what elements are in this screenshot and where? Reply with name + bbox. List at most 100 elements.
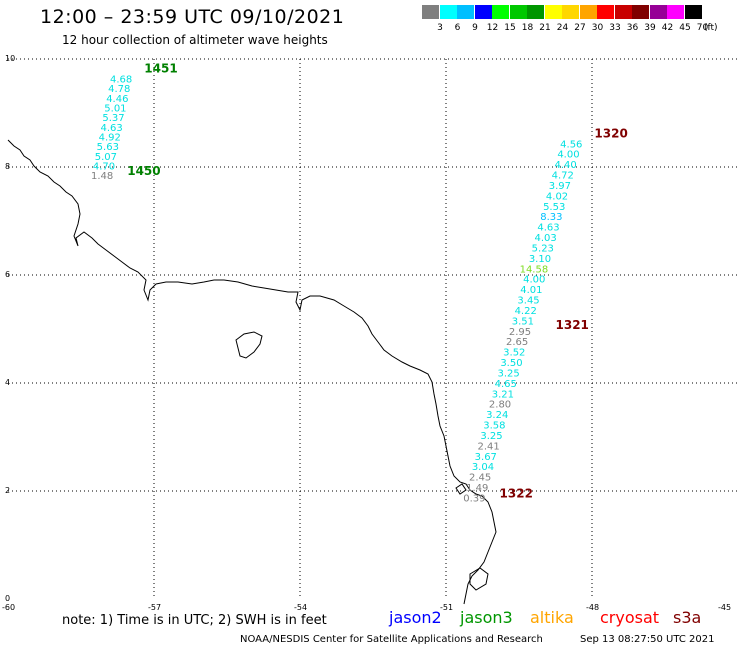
- legend-label: 36: [626, 23, 639, 33]
- wave-height-label: 4.02: [546, 191, 568, 202]
- legend-swatch: [649, 5, 667, 19]
- coastline-islet: [455, 483, 467, 495]
- legend-swatch: [439, 5, 457, 19]
- satellite-jason3: jason3: [460, 608, 513, 627]
- legend-swatch: [579, 5, 597, 19]
- lat-tick-label: 10: [5, 54, 16, 63]
- wave-height-label: 2.65: [506, 337, 528, 348]
- lon-tick-label: -60: [2, 603, 16, 612]
- legend-label: 30: [591, 23, 604, 33]
- wave-height-label: 4.46: [106, 94, 128, 105]
- satellite-s3a: s3a: [673, 608, 702, 627]
- wave-height-label: 1.49: [466, 483, 488, 494]
- satellite-jason2: jason2: [389, 608, 442, 627]
- lat-tick-label: 8: [5, 162, 11, 171]
- legend-label: 3: [437, 23, 443, 33]
- wave-height-label: 5.53: [543, 202, 565, 213]
- pass-time-label: 1321: [556, 318, 589, 332]
- legend-swatch: [457, 5, 474, 19]
- wave-height-label: 2.45: [469, 473, 491, 484]
- wave-height-label: 4.03: [535, 233, 557, 244]
- legend-swatch: [562, 5, 579, 19]
- wave-height-label: 5.01: [104, 103, 126, 114]
- pass-time-label: 1322: [500, 486, 533, 500]
- wave-height-label: 4.70: [93, 161, 115, 172]
- legend-label: 27: [574, 23, 586, 33]
- map-title: 12:00 – 23:59 UTC 09/10/2021: [40, 6, 345, 28]
- wave-height-label: 3.21: [492, 389, 514, 400]
- legend-unit: (ft): [704, 23, 718, 33]
- wave-height-label: 4.00: [523, 275, 545, 286]
- altimeter-tracks: 4.684.784.465.015.374.634.925.635.074.70…: [91, 62, 628, 505]
- wave-height-label: 4.65: [495, 379, 517, 390]
- legend-label: 9: [472, 23, 478, 33]
- wave-height-label: 4.68: [110, 75, 132, 86]
- legend-label: 33: [609, 23, 621, 33]
- wave-height-label: 3.25: [480, 431, 502, 442]
- legend-label: 12: [486, 23, 499, 33]
- wave-height-label: 3.10: [529, 254, 551, 265]
- wave-height-label: 4.22: [515, 306, 537, 317]
- map-subtitle: 12 hour collection of altimeter wave hei…: [62, 33, 328, 47]
- wave-height-label: 3.97: [549, 181, 571, 192]
- legend-label: 21: [539, 23, 551, 33]
- legend-label: 15: [504, 23, 516, 33]
- footer-credit: NOAA/NESDIS Center for Satellite Applica…: [240, 634, 543, 645]
- legend-label: 42: [661, 23, 674, 33]
- legend-swatch: [614, 5, 632, 19]
- wave-height-label: 4.40: [554, 160, 576, 171]
- legend-swatch: [684, 5, 702, 19]
- pass-time-label: 1320: [594, 126, 627, 140]
- legend-label: 18: [521, 23, 534, 33]
- coastline-mainland: [7, 139, 497, 605]
- wave-height-label: 5.37: [102, 113, 124, 124]
- legend-label: 39: [644, 23, 656, 33]
- wave-height-label: 5.23: [532, 243, 554, 254]
- legend-swatch: [527, 5, 544, 19]
- footer-note: note: 1) Time is in UTC; 2) SWH is in fe…: [62, 613, 327, 628]
- wave-height-label: 4.01: [520, 285, 542, 296]
- wave-height-label: 4.92: [99, 132, 121, 143]
- wave-height-label: 2.95: [509, 327, 531, 338]
- wave-height-label: 3.52: [503, 348, 525, 359]
- wave-height-label: 0.39: [463, 493, 485, 504]
- lon-tick-label: -45: [718, 603, 732, 612]
- legend-swatch: [509, 5, 527, 19]
- legend-label: 6: [454, 23, 461, 33]
- wave-height-label: 3.67: [475, 452, 497, 463]
- coastline-island-1: [235, 331, 263, 359]
- pass-time-label: 1451: [144, 62, 177, 76]
- wave-height-label: 4.72: [552, 171, 574, 182]
- wave-height-label: 3.50: [500, 358, 522, 369]
- legend-swatch: [597, 5, 614, 19]
- lat-lon-grid: [8, 58, 738, 599]
- satellite-cryosat: cryosat: [600, 608, 660, 627]
- satellite-altika: altika: [530, 608, 574, 627]
- wave-height-label: 1.48: [91, 171, 113, 182]
- lon-tick-label: -57: [148, 603, 162, 612]
- wave-height-label: 4.78: [108, 84, 130, 95]
- wave-height-label: 3.58: [483, 421, 505, 432]
- lon-tick-label: -48: [586, 603, 600, 612]
- wave-height-label: 3.51: [512, 316, 534, 327]
- legend-label: 70: [696, 23, 709, 33]
- wave-height-label: 2.41: [478, 441, 500, 452]
- coastline-island-2: [469, 567, 489, 591]
- legend-swatch: [492, 5, 509, 19]
- pass-time-label: 1450: [127, 164, 160, 178]
- wave-height-label: 3.24: [486, 410, 508, 421]
- wave-height-label: 4.63: [537, 223, 559, 234]
- wave-height-label: 4.63: [100, 123, 122, 134]
- wave-height-label: 3.45: [517, 296, 539, 307]
- wave-height-label: 5.63: [97, 142, 119, 153]
- legend-swatch: [474, 5, 492, 19]
- lat-tick-label: 6: [5, 270, 11, 279]
- wave-height-label: 3.25: [497, 368, 519, 379]
- wave-height-label: 14.58: [520, 264, 549, 275]
- wave-height-label: 4.56: [560, 139, 582, 150]
- wave-height-label: 4.00: [557, 150, 579, 161]
- legend-swatch: [544, 5, 562, 19]
- wave-height-label: 8.33: [540, 212, 562, 223]
- legend-swatch: [422, 5, 439, 19]
